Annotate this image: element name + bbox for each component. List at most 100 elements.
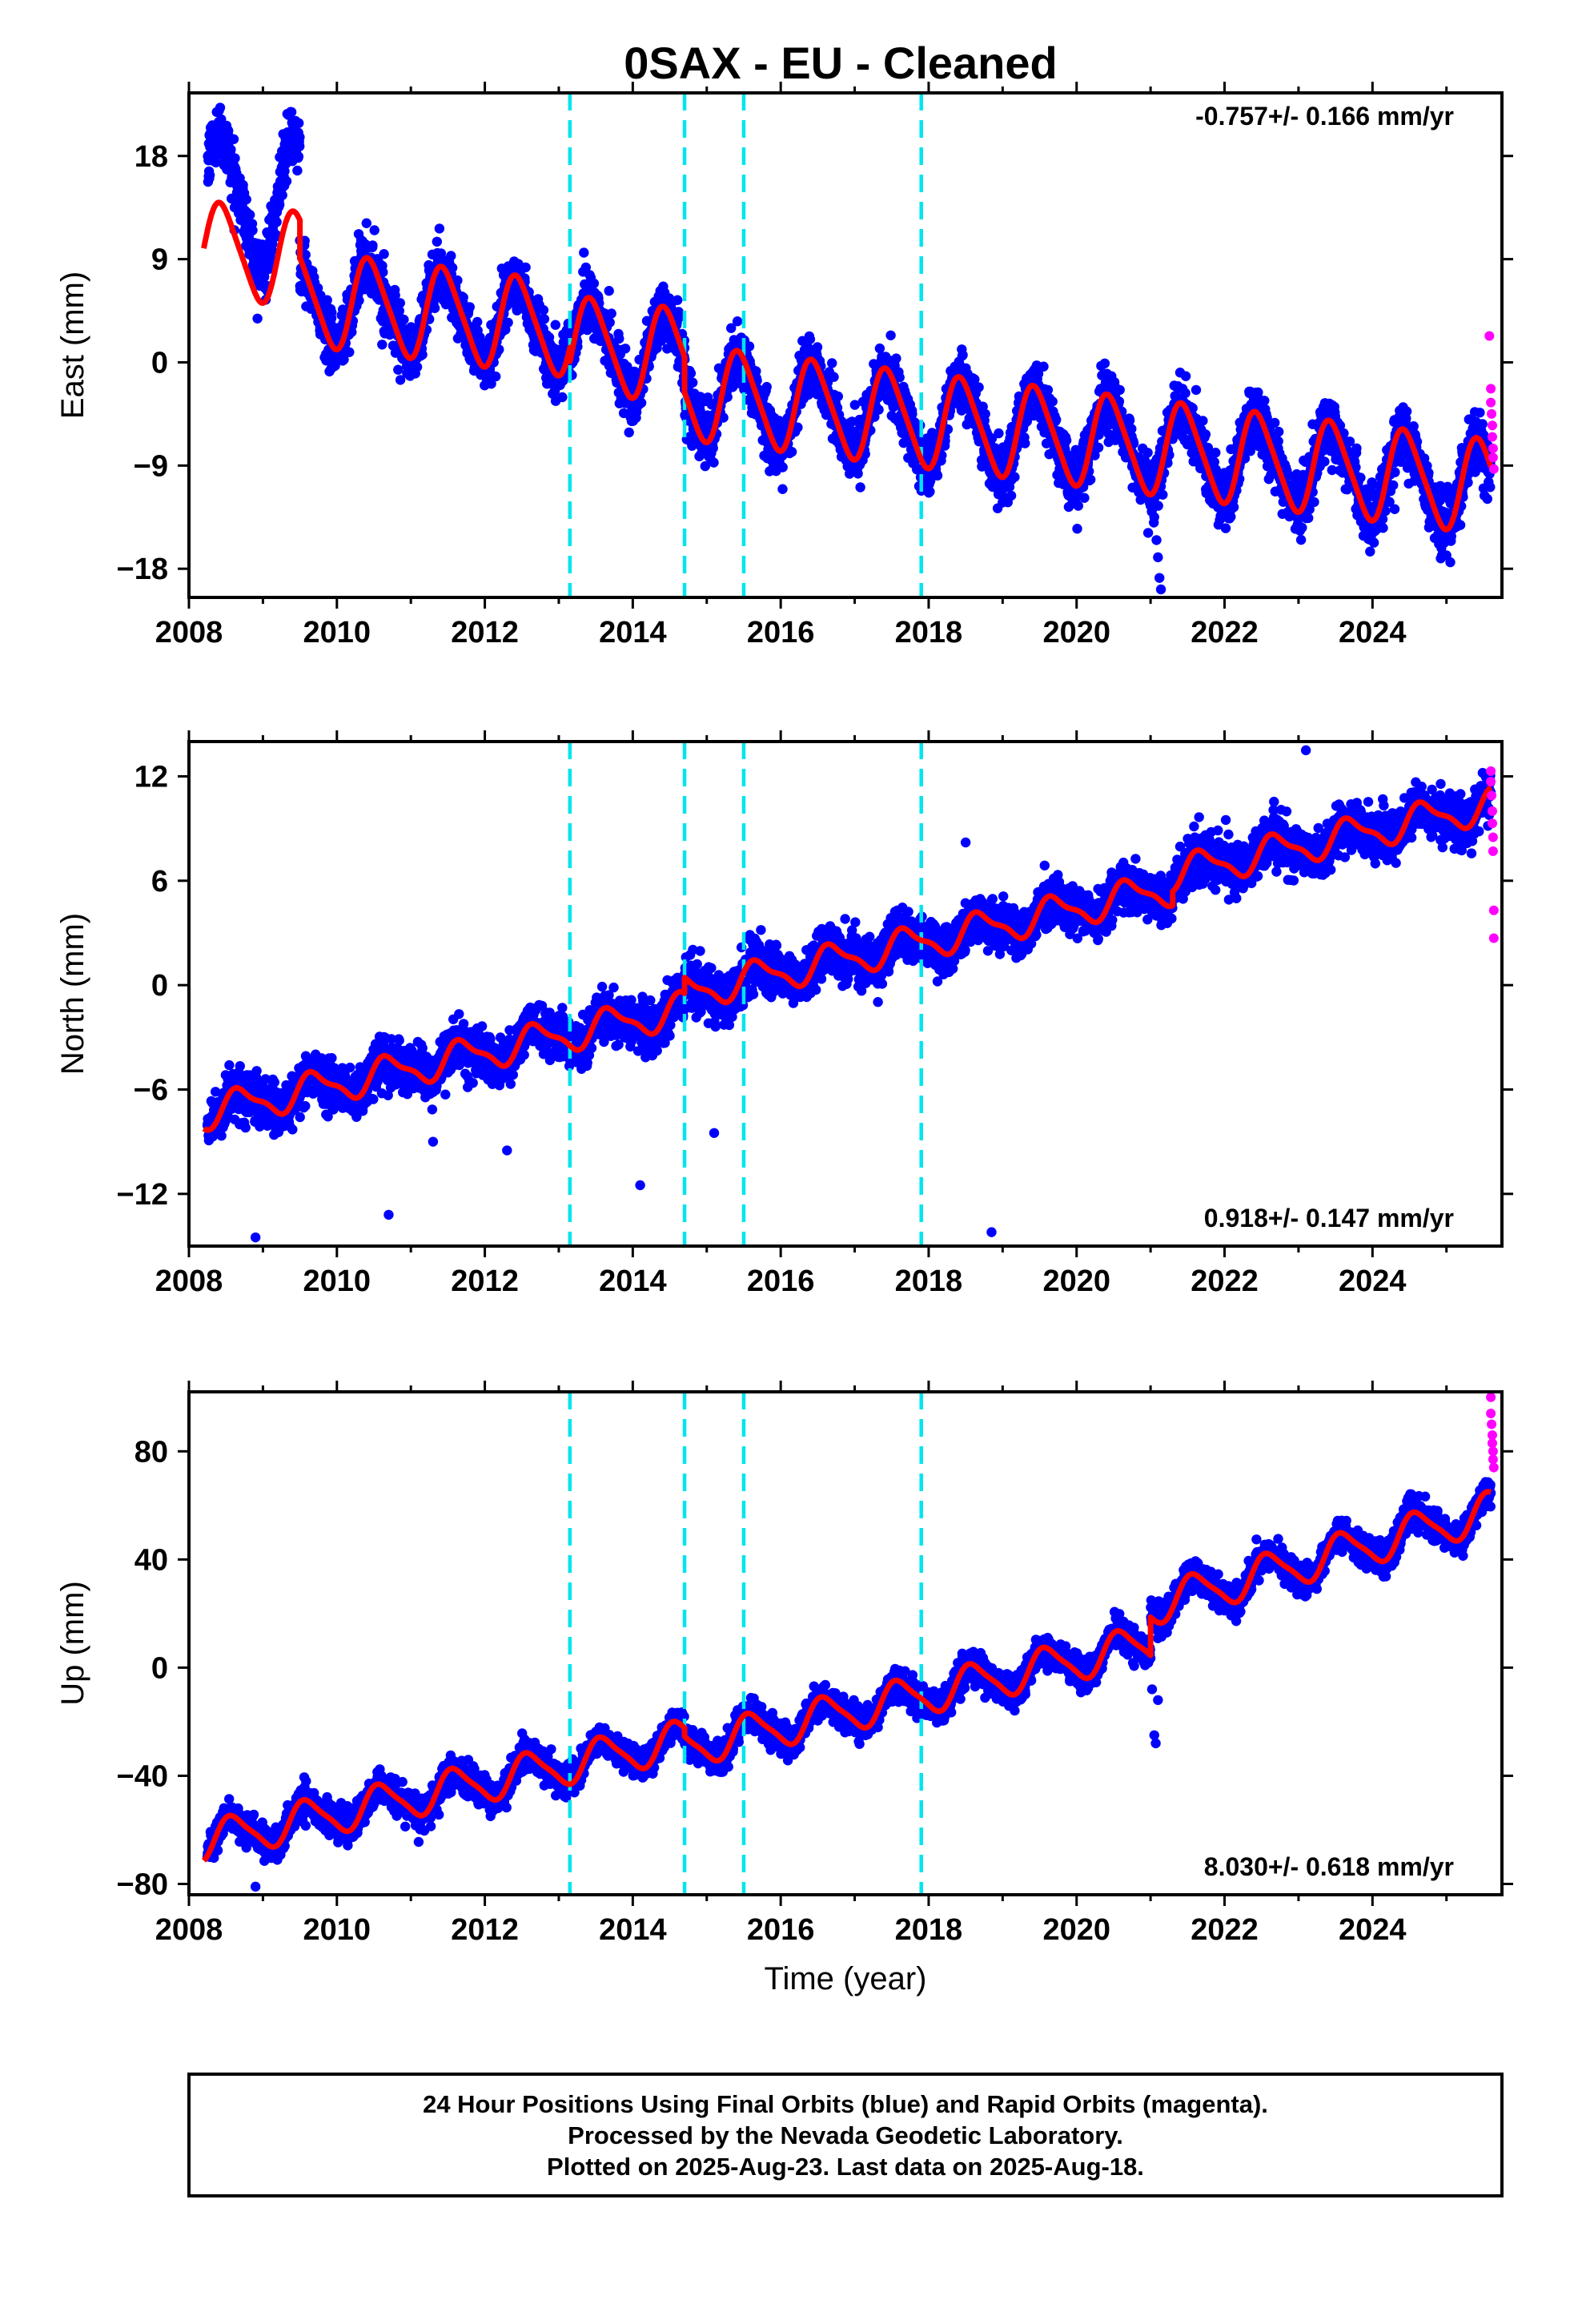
- final-orbit-point: [580, 262, 591, 273]
- final-orbit-point: [1270, 417, 1280, 428]
- final-orbit-point: [520, 262, 531, 273]
- final-orbit-point: [700, 460, 710, 472]
- final-orbit-point: [685, 368, 697, 379]
- final-orbit-point: [624, 427, 634, 438]
- final-orbit-point: [503, 317, 513, 328]
- final-orbit-point: [1142, 448, 1153, 458]
- final-orbit-point: [777, 462, 788, 472]
- final-orbit-point: [1191, 384, 1202, 396]
- final-orbit-point: [1006, 490, 1017, 501]
- final-orbit-point: [1038, 361, 1049, 372]
- final-orbit-point: [1259, 396, 1270, 406]
- final-orbit-point: [238, 179, 248, 191]
- final-orbit-point: [379, 249, 389, 259]
- figure-title: 0SAX - EU - Cleaned: [624, 38, 1057, 88]
- panel-east: 2008 2010 2012 2014 2016 2018 2020 2022 2024−18−…: [55, 82, 1513, 649]
- final-orbit-point: [855, 482, 865, 493]
- final-orbit-point: [709, 457, 719, 468]
- final-orbit-point: [1020, 438, 1030, 448]
- final-orbit-point: [604, 317, 615, 328]
- final-orbit-point: [1072, 524, 1082, 534]
- final-orbit-point: [277, 190, 287, 200]
- final-orbit-point: [1061, 435, 1072, 446]
- final-orbit-point: [491, 371, 501, 382]
- final-orbit-point: [673, 312, 685, 323]
- final-orbit-point: [829, 372, 839, 382]
- final-orbit-point: [226, 144, 236, 155]
- final-orbit-point: [412, 362, 423, 372]
- final-orbit-point: [446, 251, 456, 261]
- final-orbit-point: [550, 320, 560, 330]
- final-orbit-point: [873, 404, 884, 415]
- final-orbit-point: [252, 313, 263, 324]
- final-orbit-point: [588, 278, 600, 289]
- final-orbit-point: [417, 349, 428, 360]
- final-orbit-point: [1086, 474, 1096, 485]
- final-orbit-point: [708, 443, 718, 453]
- final-orbit-point: [1010, 472, 1020, 482]
- final-orbit-point: [215, 103, 226, 113]
- final-orbit-point: [458, 292, 468, 303]
- final-orbit-point: [247, 225, 258, 235]
- final-orbit-point: [974, 382, 984, 392]
- final-orbit-point: [620, 344, 631, 354]
- final-orbit-point: [390, 290, 400, 300]
- final-orbit-point: [786, 447, 797, 457]
- final-orbit-point: [1047, 396, 1058, 407]
- final-orbit-point: [295, 141, 305, 151]
- final-orbit-point: [399, 314, 409, 325]
- final-orbit-point: [1093, 442, 1104, 453]
- final-orbit-point: [726, 323, 737, 333]
- final-orbit-point: [932, 470, 943, 481]
- final-orbit-point: [395, 298, 405, 308]
- final-orbit-point: [327, 308, 337, 318]
- final-orbit-point: [579, 247, 589, 258]
- final-orbit-point: [429, 303, 440, 313]
- final-orbit-point: [339, 354, 349, 365]
- final-orbit-point: [1211, 448, 1221, 458]
- final-orbit-point: [1200, 429, 1211, 440]
- final-orbit-point: [891, 353, 901, 364]
- final-orbit-point: [606, 308, 616, 319]
- final-orbit-point: [1220, 523, 1231, 533]
- final-orbit-point: [1180, 388, 1191, 399]
- final-orbit-point: [1180, 371, 1191, 381]
- final-orbit-point: [271, 217, 282, 227]
- final-orbit-point: [604, 286, 614, 296]
- final-orbit-point: [732, 316, 743, 327]
- final-orbit-point: [557, 392, 568, 403]
- final-orbit-point: [980, 408, 990, 420]
- final-orbit-point: [211, 157, 221, 168]
- final-orbit-point: [432, 236, 442, 247]
- final-orbit-point: [636, 397, 647, 408]
- final-orbit-point: [228, 134, 239, 144]
- final-orbit-point: [812, 342, 823, 352]
- final-orbit-point: [464, 302, 475, 312]
- final-orbit-point: [874, 343, 885, 354]
- final-orbit-point: [472, 316, 483, 328]
- final-orbit-point: [1142, 528, 1154, 538]
- final-orbit-point: [538, 305, 549, 316]
- final-orbit-point: [241, 194, 251, 205]
- final-orbit-point: [722, 392, 733, 402]
- final-orbit-point: [805, 334, 816, 344]
- final-orbit-point: [245, 210, 255, 220]
- final-orbit-point: [361, 218, 371, 228]
- final-orbit-point: [275, 199, 285, 210]
- final-orbit-point: [267, 239, 278, 250]
- final-orbit-point: [539, 314, 550, 324]
- final-orbit-point: [293, 151, 304, 162]
- final-orbit-point: [452, 275, 463, 286]
- final-orbit-point: [378, 267, 388, 278]
- final-orbit-point: [1114, 384, 1125, 396]
- final-orbit-point: [718, 412, 729, 423]
- final-orbit-point: [673, 295, 683, 305]
- final-orbit-point: [394, 306, 404, 316]
- final-orbit-point: [614, 333, 624, 344]
- final-orbit-point: [688, 377, 698, 388]
- final-orbit-point: [369, 225, 379, 235]
- final-orbit-point: [286, 107, 297, 118]
- final-orbit-point: [1158, 489, 1168, 500]
- final-orbit-point: [1198, 416, 1208, 426]
